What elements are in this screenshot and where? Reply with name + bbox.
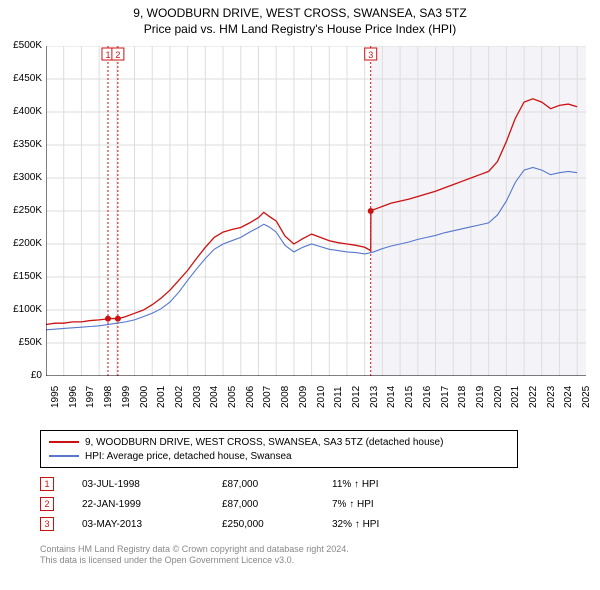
legend-swatch bbox=[49, 455, 79, 457]
chart-container: 9, WOODBURN DRIVE, WEST CROSS, SWANSEA, … bbox=[0, 0, 600, 590]
y-tick-label: £100K bbox=[0, 304, 42, 315]
x-tick-label: 2022 bbox=[528, 386, 539, 408]
x-tick-label: 2006 bbox=[245, 386, 256, 408]
legend-swatch bbox=[49, 441, 79, 443]
sale-row: 3 03-MAY-2013£250,00032% ↑ HPI bbox=[40, 514, 560, 534]
x-tick-label: 2002 bbox=[174, 386, 185, 408]
legend-item: HPI: Average price, detached house, Swan… bbox=[49, 449, 509, 463]
x-tick-label: 2023 bbox=[546, 386, 557, 408]
x-tick-label: 2018 bbox=[457, 386, 468, 408]
attribution: Contains HM Land Registry data © Crown c… bbox=[40, 544, 560, 566]
x-tick-label: 2021 bbox=[510, 386, 521, 408]
x-tick-label: 2005 bbox=[227, 386, 238, 408]
x-tick-label: 1995 bbox=[50, 386, 61, 408]
x-tick-label: 1998 bbox=[103, 386, 114, 408]
x-tick-label: 2020 bbox=[493, 386, 504, 408]
legend: 9, WOODBURN DRIVE, WEST CROSS, SWANSEA, … bbox=[40, 430, 518, 468]
y-tick-label: £150K bbox=[0, 271, 42, 282]
x-tick-label: 2011 bbox=[333, 386, 344, 408]
chart-title: 9, WOODBURN DRIVE, WEST CROSS, SWANSEA, … bbox=[0, 6, 600, 20]
legend-label: HPI: Average price, detached house, Swan… bbox=[85, 451, 292, 462]
sale-price: £87,000 bbox=[222, 499, 332, 510]
title-block: 9, WOODBURN DRIVE, WEST CROSS, SWANSEA, … bbox=[0, 0, 600, 36]
x-tick-label: 2024 bbox=[563, 386, 574, 408]
x-tick-label: 2019 bbox=[475, 386, 486, 408]
x-tick-label: 2004 bbox=[209, 386, 220, 408]
y-tick-label: £300K bbox=[0, 172, 42, 183]
y-tick-label: £350K bbox=[0, 139, 42, 150]
sale-date: 03-MAY-2013 bbox=[82, 519, 222, 530]
x-axis-labels: 1995 1996 1997 1998 1999 2000 2001 2002 2003 2004… bbox=[46, 378, 586, 426]
x-tick-label: 2003 bbox=[192, 386, 203, 408]
x-tick-label: 2008 bbox=[280, 386, 291, 408]
y-tick-label: £50K bbox=[0, 337, 42, 348]
sales-table: 1 03-JUL-1998£87,00011% ↑ HPI 2 22-JAN-1999… bbox=[40, 474, 560, 534]
x-tick-label: 1999 bbox=[121, 386, 132, 408]
sale-price: £87,000 bbox=[222, 479, 332, 490]
sale-pct: 32% ↑ HPI bbox=[332, 519, 432, 530]
y-tick-label: £0 bbox=[0, 370, 42, 381]
x-tick-label: 2001 bbox=[156, 386, 167, 408]
y-tick-label: £450K bbox=[0, 73, 42, 84]
sale-pct: 11% ↑ HPI bbox=[332, 479, 432, 490]
x-tick-label: 2017 bbox=[440, 386, 451, 408]
y-tick-label: £500K bbox=[0, 40, 42, 51]
x-tick-label: 2000 bbox=[139, 386, 150, 408]
x-tick-label: 2009 bbox=[298, 386, 309, 408]
sale-pct: 7% ↑ HPI bbox=[332, 499, 432, 510]
sale-price: £250,000 bbox=[222, 519, 332, 530]
attribution-line1: Contains HM Land Registry data © Crown c… bbox=[40, 544, 560, 555]
chart-subtitle: Price paid vs. HM Land Registry's House … bbox=[0, 22, 600, 36]
x-tick-label: 2016 bbox=[422, 386, 433, 408]
sale-row: 1 03-JUL-1998£87,00011% ↑ HPI bbox=[40, 474, 560, 494]
attribution-line2: This data is licensed under the Open Gov… bbox=[40, 555, 560, 566]
x-tick-label: 2007 bbox=[262, 386, 273, 408]
y-tick-label: £250K bbox=[0, 205, 42, 216]
x-tick-label: 2012 bbox=[351, 386, 362, 408]
y-tick-label: £400K bbox=[0, 106, 42, 117]
x-tick-label: 2014 bbox=[386, 386, 397, 408]
svg-text:3: 3 bbox=[368, 50, 373, 60]
legend-label: 9, WOODBURN DRIVE, WEST CROSS, SWANSEA, … bbox=[85, 437, 443, 448]
chart-svg: 12 3 bbox=[46, 46, 586, 376]
sale-row: 2 22-JAN-1999£87,0007% ↑ HPI bbox=[40, 494, 560, 514]
x-tick-label: 2025 bbox=[581, 386, 592, 408]
legend-item: 9, WOODBURN DRIVE, WEST CROSS, SWANSEA, … bbox=[49, 435, 509, 449]
sale-date: 22-JAN-1999 bbox=[82, 499, 222, 510]
x-tick-label: 1996 bbox=[68, 386, 79, 408]
x-tick-label: 2015 bbox=[404, 386, 415, 408]
x-tick-label: 2010 bbox=[316, 386, 327, 408]
sale-date: 03-JUL-1998 bbox=[82, 479, 222, 490]
sale-marker: 1 bbox=[40, 477, 54, 491]
svg-text:1: 1 bbox=[105, 50, 110, 60]
svg-text:2: 2 bbox=[115, 50, 120, 60]
x-tick-label: 1997 bbox=[85, 386, 96, 408]
y-tick-label: £200K bbox=[0, 238, 42, 249]
sale-marker: 3 bbox=[40, 517, 54, 531]
sale-marker: 2 bbox=[40, 497, 54, 511]
x-tick-label: 2013 bbox=[369, 386, 380, 408]
